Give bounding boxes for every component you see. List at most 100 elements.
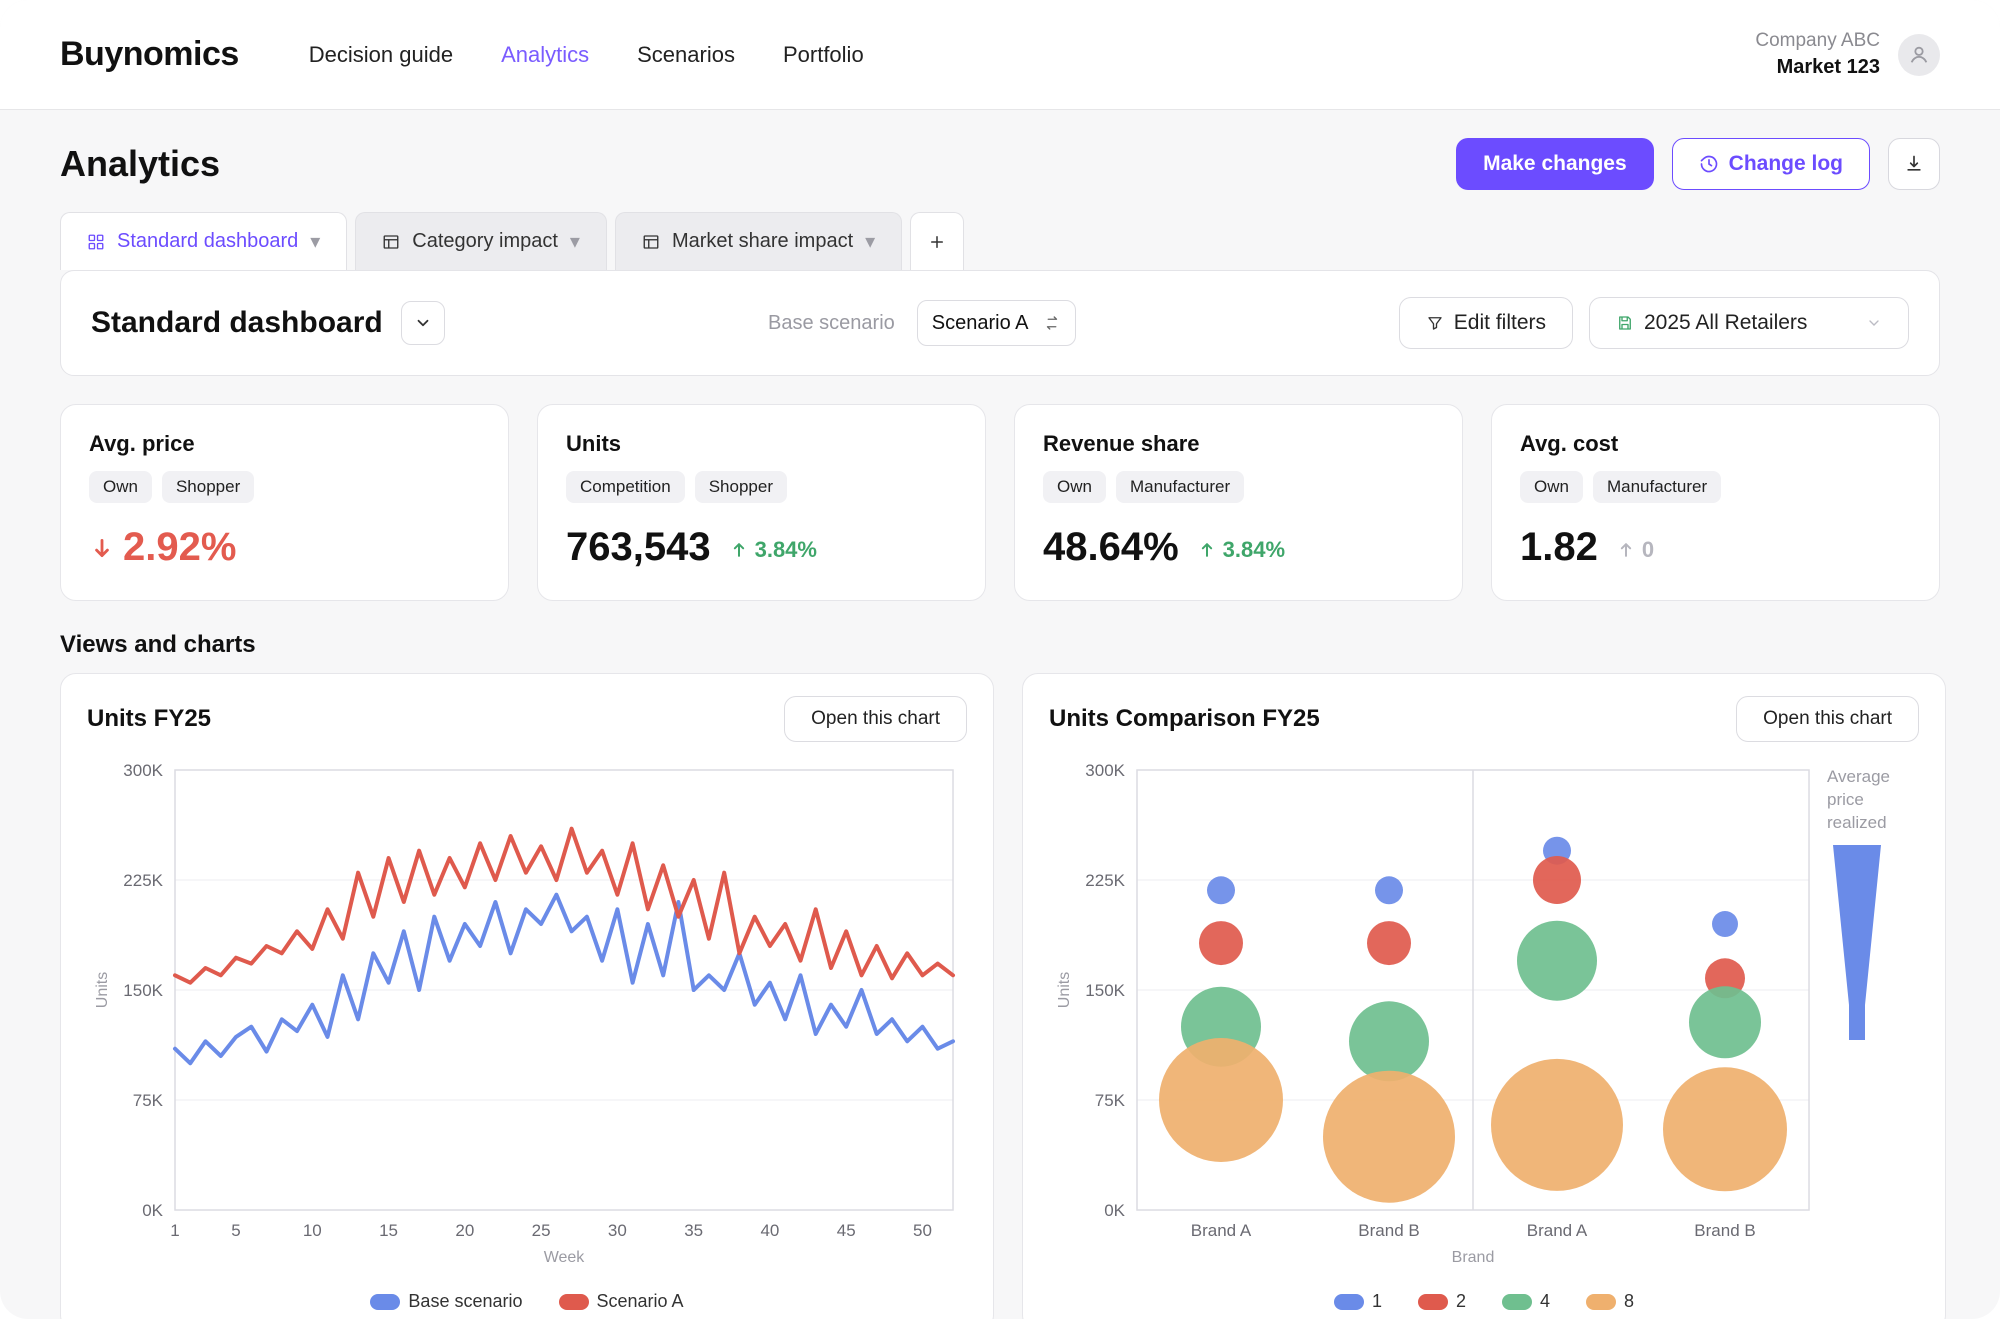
chip: Own — [89, 471, 152, 503]
change-log-button[interactable]: Change log — [1672, 138, 1870, 190]
edit-filters-label: Edit filters — [1454, 311, 1546, 335]
svg-text:Brand A: Brand A — [1527, 1221, 1588, 1240]
dashboard-title: Standard dashboard — [91, 306, 383, 340]
open-line-chart-button[interactable]: Open this chart — [784, 696, 967, 742]
kpi-avg-cost: Avg. costOwnManufacturer1.820 — [1491, 404, 1940, 601]
tab-category-impact[interactable]: Category impact ▾ — [355, 212, 607, 270]
svg-text:15: 15 — [379, 1221, 398, 1240]
scenario-label: Scenario A — [932, 312, 1029, 335]
caret-down-icon: ▾ — [865, 229, 875, 254]
tab-add-button[interactable] — [910, 212, 964, 270]
svg-text:Brand B: Brand B — [1694, 1221, 1755, 1240]
scenario-selector: Base scenario Scenario A — [768, 300, 1075, 346]
svg-text:50: 50 — [913, 1221, 932, 1240]
kpi-revenue-share: Revenue shareOwnManufacturer48.64%3.84% — [1014, 404, 1463, 601]
chip: Competition — [566, 471, 685, 503]
nav-link-decision-guide[interactable]: Decision guide — [309, 42, 453, 68]
dashboard-actions: Edit filters 2025 All Retailers — [1399, 297, 1909, 349]
nav-link-scenarios[interactable]: Scenarios — [637, 42, 735, 68]
line-chart-card: Units FY25 Open this chart 0K 75K 150K 225K… — [60, 673, 994, 1319]
scenario-select[interactable]: Scenario A — [917, 300, 1076, 346]
svg-text:Brand A: Brand A — [1191, 1221, 1252, 1240]
nav-link-portfolio[interactable]: Portfolio — [783, 42, 864, 68]
kpi-value: 1.82 — [1520, 525, 1598, 570]
bubble-chart-body: 0K75K150K225K300KBrand ABrand BBrand ABr… — [1049, 760, 1919, 1285]
caret-down-icon: ▾ — [570, 229, 580, 254]
open-chart-label: Open this chart — [1763, 708, 1892, 730]
chip: Shopper — [695, 471, 787, 503]
kpi-chips: OwnShopper — [89, 471, 480, 503]
bubble-chart-legend: 1248 — [1049, 1291, 1919, 1312]
dashboard-icon — [87, 233, 105, 251]
kpi-title: Units — [566, 431, 957, 457]
line-chart-body: 0K75K150K225K300K15101520253035404550Wee… — [87, 760, 967, 1285]
svg-text:225K: 225K — [123, 871, 163, 890]
retailer-select[interactable]: 2025 All Retailers — [1589, 297, 1909, 349]
chip: Own — [1043, 471, 1106, 503]
make-changes-label: Make changes — [1483, 152, 1627, 176]
arrow-up-icon — [1616, 540, 1636, 560]
brand-logo: Buynomics — [60, 35, 239, 74]
nav-links: Decision guide Analytics Scenarios Portfoli… — [309, 42, 864, 68]
user-icon — [1908, 44, 1930, 66]
tab-market-share-impact[interactable]: Market share impact▾ — [615, 212, 902, 270]
make-changes-button[interactable]: Make changes — [1456, 138, 1654, 190]
layout-icon — [642, 233, 660, 251]
chip: Own — [1520, 471, 1583, 503]
section-views-header: Views and charts — [0, 601, 2000, 673]
tab-label: Category impact — [412, 230, 558, 253]
legend-item: Base scenario — [370, 1291, 522, 1312]
kpi-delta: 3.84% — [729, 537, 817, 563]
account-block[interactable]: Company ABC Market 123 — [1755, 29, 1880, 80]
bubble-side-label: Averagepricerealized — [1827, 766, 1919, 835]
swap-icon — [1043, 314, 1061, 332]
svg-text:150K: 150K — [123, 981, 163, 1000]
nav-link-analytics[interactable]: Analytics — [501, 42, 589, 68]
kpi-value: 48.64% — [1043, 525, 1179, 570]
legend-item: 8 — [1586, 1291, 1634, 1312]
avatar[interactable] — [1898, 34, 1940, 76]
svg-text:5: 5 — [231, 1221, 240, 1240]
download-button[interactable] — [1888, 138, 1940, 190]
kpi-chips: Own Manufacturer — [1043, 471, 1434, 503]
kpi-title: Avg. cost — [1520, 431, 1911, 457]
svg-text:Brand: Brand — [1452, 1249, 1495, 1266]
arrow-up-icon — [1197, 540, 1217, 560]
open-chart-label: Open this chart — [811, 708, 940, 730]
bubble-chart-title: Units Comparison FY25 — [1049, 705, 1320, 733]
company-name: Company ABC — [1755, 29, 1880, 54]
svg-text:Units: Units — [94, 972, 111, 1008]
layout-icon — [382, 233, 400, 251]
line-chart-header: Units FY25 Open this chart — [87, 696, 967, 742]
svg-text:225K: 225K — [1085, 871, 1125, 890]
legend-item: 4 — [1502, 1291, 1550, 1312]
history-icon — [1699, 154, 1719, 174]
svg-text:40: 40 — [760, 1221, 779, 1240]
open-bubble-chart-button[interactable]: Open this chart — [1736, 696, 1919, 742]
edit-filters-button[interactable]: Edit filters — [1399, 297, 1573, 349]
svg-text:75K: 75K — [1095, 1091, 1126, 1110]
svg-text:0K: 0K — [142, 1201, 163, 1220]
filter-icon — [1426, 314, 1444, 332]
kpi-title: Revenue share — [1043, 431, 1434, 457]
svg-text:75K: 75K — [133, 1091, 164, 1110]
svg-text:20: 20 — [455, 1221, 474, 1240]
chevron-down-icon — [1866, 315, 1882, 331]
market-name: Market 123 — [1755, 54, 1880, 80]
dashboard-expand-button[interactable] — [401, 301, 445, 345]
plus-icon — [928, 233, 946, 251]
chip: Manufacturer — [1116, 471, 1244, 503]
svg-text:1: 1 — [170, 1221, 179, 1240]
tab-standard-dashboard[interactable]: Standard dashboard▾ — [60, 212, 347, 270]
kpi-chips: Competition Shopper — [566, 471, 957, 503]
dashboard-card: Standard dashboard Base scenario Scenari… — [60, 270, 1940, 376]
retailer-select-label: 2025 All Retailers — [1644, 311, 1807, 335]
kpi-value: 763,543 — [566, 525, 711, 570]
header-actions: Make changes Change log — [1456, 138, 1940, 190]
legend-item: 2 — [1418, 1291, 1466, 1312]
svg-text:Brand B: Brand B — [1358, 1221, 1419, 1240]
bubble-chart-card: Units Comparison FY25 Open this chart 0K… — [1022, 673, 1946, 1319]
bubble-chart-header: Units Comparison FY25 Open this chart — [1049, 696, 1919, 742]
kpi-title: Avg. price — [89, 431, 480, 457]
arrow-down-icon — [89, 535, 115, 561]
